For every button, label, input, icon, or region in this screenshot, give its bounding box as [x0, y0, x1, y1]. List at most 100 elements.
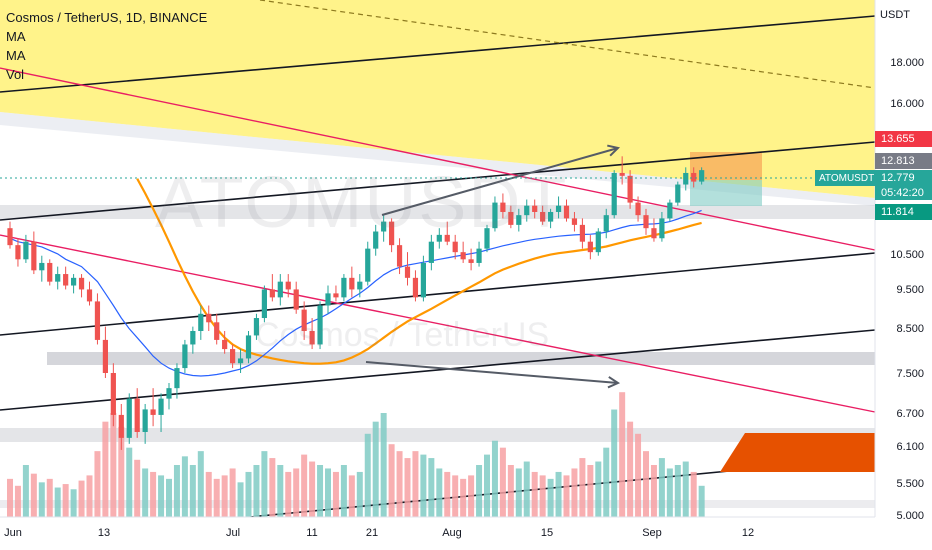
- legend-title[interactable]: Cosmos / TetherUS, 1D, BINANCE: [6, 10, 208, 25]
- price-tag-current: 12.779: [875, 170, 932, 186]
- candle-body: [245, 335, 252, 359]
- trendline-mid-2: [0, 252, 876, 336]
- volume-bar: [507, 465, 514, 517]
- volume-bar: [277, 465, 284, 517]
- time-tick-label: Aug: [442, 527, 462, 539]
- resistance-zone: [0, 0, 875, 198]
- volume-bar: [674, 465, 681, 517]
- candle-body: [651, 228, 657, 239]
- volume-bar: [325, 468, 331, 517]
- candle-body: [71, 277, 77, 286]
- candle-body: [627, 175, 633, 203]
- legend-volume[interactable]: Vol: [6, 67, 25, 82]
- time-tick-label: Jun: [4, 527, 22, 539]
- candle-body: [508, 211, 514, 225]
- candle-body: [126, 398, 132, 438]
- candle-body: [261, 289, 267, 319]
- volume-bar: [571, 468, 578, 517]
- volume-bar: [539, 475, 546, 517]
- red-trendline-upper: [0, 67, 876, 251]
- candle-body: [460, 252, 466, 260]
- candle-body: [659, 218, 665, 239]
- candle-body: [492, 202, 498, 229]
- volume-bar: [436, 468, 443, 517]
- time-tick-label: 15: [540, 527, 554, 539]
- volume-bar: [603, 447, 610, 517]
- candle-body: [468, 259, 474, 263]
- time-tick-label: 21: [365, 527, 379, 539]
- volume-bar: [14, 485, 21, 517]
- candle-body: [381, 221, 387, 232]
- volume-bar: [102, 421, 109, 517]
- candle-body: [333, 293, 339, 298]
- volume-bar: [356, 471, 363, 517]
- volume-bar: [261, 451, 268, 517]
- volume-bar: [62, 484, 69, 517]
- volume-bar: [372, 421, 379, 517]
- volume-bar: [484, 454, 490, 517]
- volume-bar: [301, 454, 308, 517]
- candle-body: [206, 313, 212, 323]
- currency-label[interactable]: USDT: [880, 9, 910, 21]
- orange-box: [720, 433, 875, 472]
- candle-body: [365, 248, 371, 282]
- volume-bar: [380, 413, 387, 517]
- volume-bar: [285, 471, 292, 517]
- volume-bar: [340, 465, 347, 517]
- volume-bar: [579, 458, 586, 517]
- candle-body: [587, 241, 593, 253]
- volume-bar: [666, 468, 673, 517]
- candle-body: [436, 234, 442, 242]
- volume-bar: [611, 409, 618, 517]
- volume-bar: [444, 471, 451, 517]
- volume-bar: [110, 413, 117, 517]
- volume-bar: [364, 433, 371, 517]
- volume-bar: [30, 473, 37, 517]
- volume-bar: [253, 465, 260, 517]
- volume-bar: [173, 465, 180, 517]
- volume-bar: [619, 392, 626, 517]
- candle-body: [389, 221, 395, 246]
- volume-bar: [221, 475, 228, 517]
- price-tick-label: 8.500: [896, 323, 924, 335]
- time-axis-bg: [0, 517, 932, 550]
- candle-body: [23, 241, 29, 260]
- price-tick-label: 10.500: [890, 249, 924, 261]
- volume-bar: [86, 475, 93, 517]
- volume-bar: [348, 475, 355, 517]
- volume-bar: [428, 458, 435, 517]
- volume-bar: [682, 461, 689, 517]
- candle-body: [230, 349, 236, 364]
- volume-bar: [142, 468, 149, 517]
- volume-bar: [78, 480, 85, 517]
- volume-bar: [531, 471, 538, 517]
- candle-body: [611, 172, 617, 216]
- legend-ma-1[interactable]: MA: [6, 29, 26, 44]
- volume-bar: [46, 478, 53, 517]
- trendline-upper: [0, 15, 876, 93]
- volume-bar: [460, 478, 467, 517]
- legend-ma-2[interactable]: MA: [6, 48, 26, 63]
- candle-body: [285, 281, 291, 290]
- candle-body: [404, 266, 411, 278]
- trendline-mid-1: [0, 141, 876, 221]
- price-tick-label: 9.500: [896, 284, 924, 296]
- trendline-low: [0, 329, 876, 411]
- countdown-tag: 05:42:20: [875, 186, 932, 200]
- time-tick-label: 13: [97, 527, 111, 539]
- volume-bar: [587, 465, 594, 517]
- volume-bar: [523, 461, 530, 517]
- volume-bar: [293, 468, 300, 517]
- candle-body: [548, 211, 554, 222]
- price-tick-label: 5.500: [896, 478, 924, 490]
- candle-body: [142, 409, 148, 432]
- candle-body: [643, 215, 649, 229]
- candle-body: [500, 202, 506, 212]
- stop-box: [690, 180, 762, 206]
- volume-bar: [627, 421, 634, 517]
- price-axis-bg: [875, 0, 932, 550]
- candle-body: [412, 277, 419, 298]
- candle-body: [532, 205, 538, 212]
